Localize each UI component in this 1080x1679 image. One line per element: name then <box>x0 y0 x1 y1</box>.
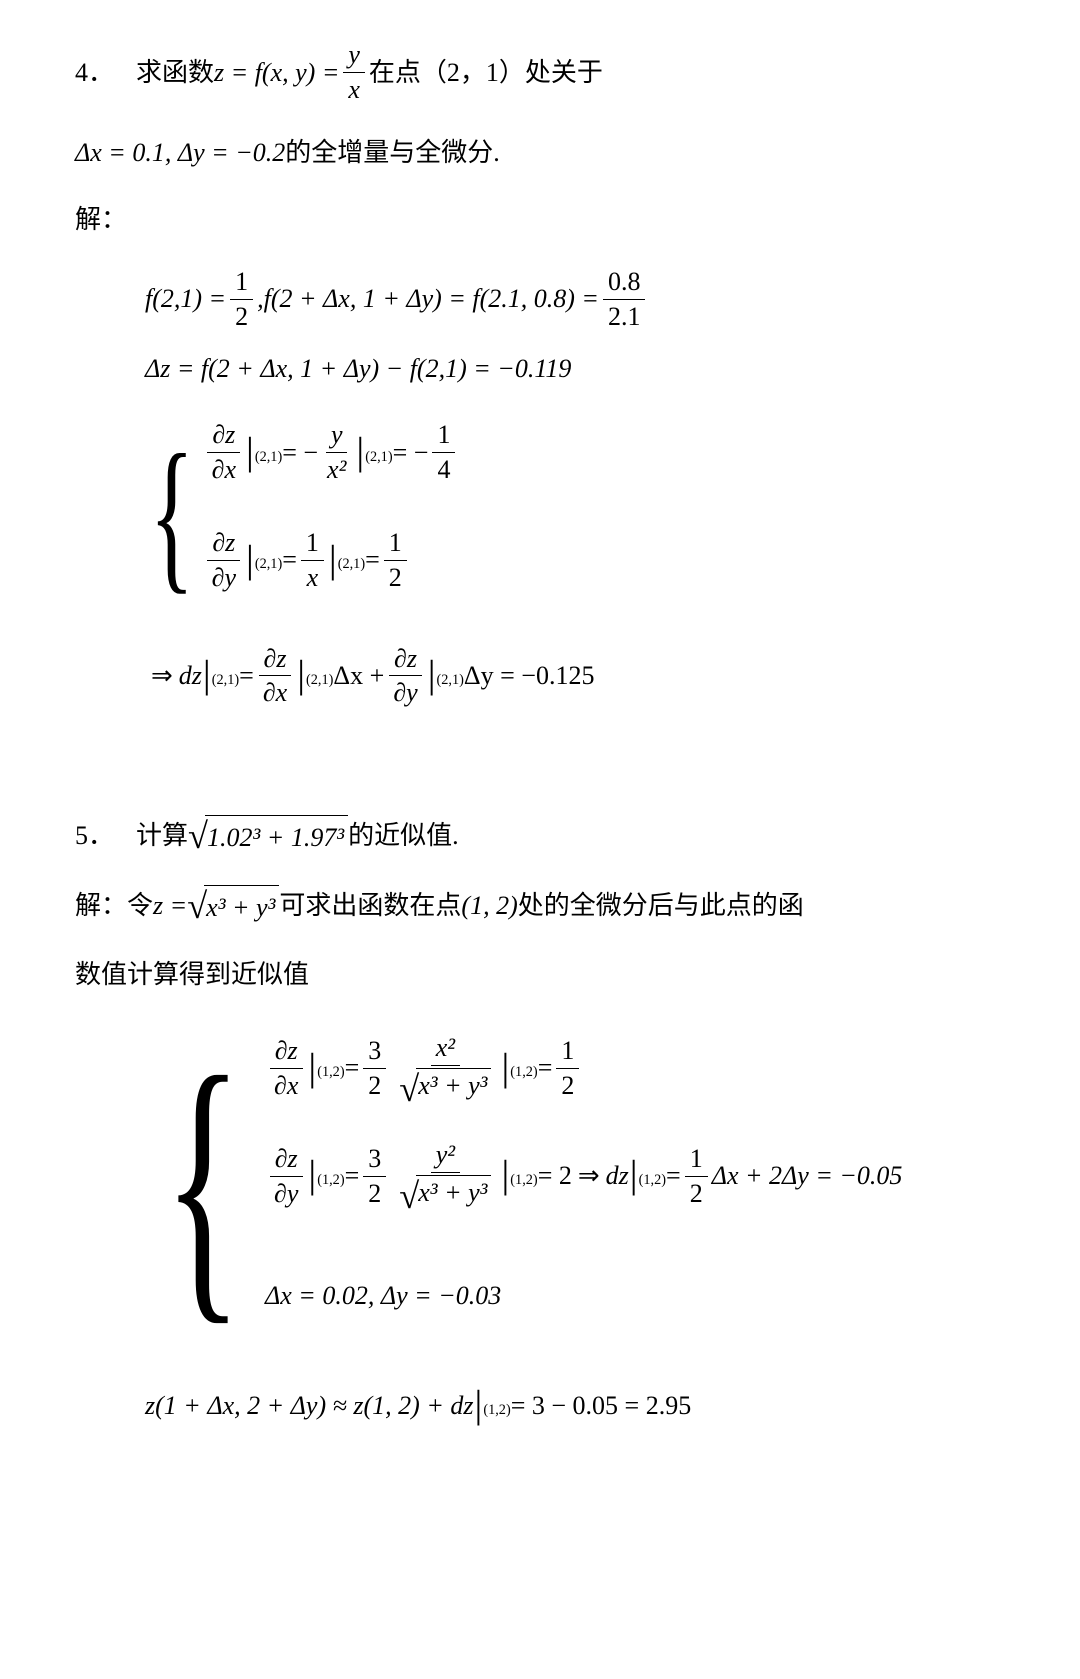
partial-dz-dy-5: ∂z ∂y | (1,2) = 3 2 y² √ x³ + y³ <box>265 1129 902 1223</box>
fraction: ∂z ∂y <box>388 644 422 709</box>
eval-bar-icon: | <box>308 1128 316 1222</box>
eval-bar-icon: | <box>246 513 254 607</box>
prompt-prefix: 计算 <box>136 816 188 855</box>
eval-bar-icon: | <box>630 1128 638 1222</box>
brace-partials: { ∂z ∂x | (2,1) = − y x² | (2,1) = − 1 <box>145 406 1080 621</box>
eval-bar-icon: | <box>203 628 211 722</box>
fraction: 3 2 <box>363 1144 386 1209</box>
sqrt-icon: √ <box>188 818 208 854</box>
prompt-suffix: 的近似值. <box>348 816 459 855</box>
fraction: 1 2 <box>384 528 407 593</box>
prompt-text: 求函数 <box>136 53 214 92</box>
problem-5-equations: { ∂z ∂x | (1,2) = 3 2 x² √ <box>145 1022 1080 1453</box>
eval-bar-icon: | <box>356 405 364 499</box>
problem-5-solution-line-2: 数值计算得到近似值 <box>75 955 1080 994</box>
delta-values-5: Δx = 0.02, Δy = −0.03 <box>265 1265 902 1327</box>
fraction-with-sqrt: x² √ x³ + y³ <box>394 1033 496 1104</box>
partial-dz-dy: ∂z ∂y | (2,1) = 1 x | (2,1) = 1 2 <box>203 514 460 608</box>
fn-lhs: z = f(x, y) = <box>214 53 339 92</box>
prompt-end: 的全增量与全微分. <box>285 133 500 172</box>
fraction: ∂z ∂x <box>258 644 292 709</box>
problem-4-line-1: 4． 求函数 z = f(x, y) = y x 在点（2，1）处关于 <box>75 40 1080 105</box>
arrow-icon: ⇒ <box>151 645 173 707</box>
eval-bar-icon: | <box>475 1358 483 1452</box>
eval-bar-icon: | <box>308 1021 316 1115</box>
problem-number: 5． <box>75 816 114 855</box>
eval-bar-icon: | <box>501 1128 509 1222</box>
eval-bar-icon: | <box>329 513 337 607</box>
left-brace-icon: { <box>163 1022 242 1342</box>
fraction-with-sqrt: y² √ x³ + y³ <box>394 1140 496 1211</box>
fraction: 1 2 <box>556 1036 579 1101</box>
eval-bar-icon: | <box>246 405 254 499</box>
fraction: ∂z ∂x <box>207 420 241 485</box>
fraction: y x² <box>322 420 351 485</box>
problem-number: 4． <box>75 53 114 92</box>
final-result: z(1 + Δx, 2 + Δy) ≈ z(1, 2) + dz | (1,2)… <box>145 1359 1080 1453</box>
problem-4-line-2: Δx = 0.1, Δy = −0.2 的全增量与全微分. <box>75 133 1080 172</box>
document-page: { "page": { "width_px": 1080, "height_px… <box>75 40 1080 1629</box>
problem-5-line-1: 5． 计算 √ 1.02³ + 1.97³ 的近似值. <box>75 815 1080 857</box>
fraction: ∂z ∂y <box>207 528 241 593</box>
problem-5-solution-line-1: 解：令 z = √ x³ + y³ 可求出函数在点 (1, 2) 处的全微分后与… <box>75 885 1080 927</box>
delta-values: Δx = 0.1, Δy = −0.2 <box>75 133 285 172</box>
fraction-y-over-x: y x <box>343 40 365 105</box>
fraction: ∂z ∂x <box>269 1036 303 1101</box>
left-brace-icon: { <box>149 406 194 621</box>
sqrt-icon: √ <box>399 1178 419 1214</box>
problem-4-solution: f(2,1) = 1 2 , f(2 + Δx, 1 + Δy) = f(2.1… <box>145 267 1080 723</box>
sqrt-icon: √ <box>187 888 207 924</box>
eq-delta-z: Δz = f(2 + Δx, 1 + Δy) − f(2,1) = −0.119 <box>145 338 1080 400</box>
brace-partials-5: { ∂z ∂x | (1,2) = 3 2 x² √ <box>145 1022 1080 1342</box>
fraction: 1 x <box>301 528 324 593</box>
eval-bar-icon: | <box>501 1021 509 1115</box>
sqrt-expression: √ 1.02³ + 1.97³ <box>188 815 348 857</box>
prompt-mid: 在点（2，1）处关于 <box>369 53 603 92</box>
eval-bar-icon: | <box>428 628 436 722</box>
sqrt-expression: √ x³ + y³ <box>187 885 279 927</box>
partial-dz-dx-5: ∂z ∂x | (1,2) = 3 2 x² √ x³ + y³ <box>265 1022 902 1116</box>
fraction: 1 2 <box>685 1144 708 1209</box>
arrow-icon: ⇒ <box>578 1145 600 1207</box>
partial-dz-dx: ∂z ∂x | (2,1) = − y x² | (2,1) = − 1 4 <box>203 406 460 500</box>
eval-bar-icon: | <box>297 628 305 722</box>
eq-dz-result: ⇒ dz | (2,1) = ∂z ∂x | (2,1) Δx + ∂z ∂y … <box>145 629 1080 723</box>
fraction: ∂z ∂y <box>269 1144 303 1209</box>
vertical-spacer <box>75 753 1080 815</box>
fraction: 3 2 <box>363 1036 386 1101</box>
fraction: 1 4 <box>432 420 455 485</box>
eq-f21: f(2,1) = 1 2 , f(2 + Δx, 1 + Δy) = f(2.1… <box>145 267 1080 332</box>
fraction: 0.8 2.1 <box>603 267 646 332</box>
solution-prefix: 解：令 <box>75 886 153 925</box>
sqrt-icon: √ <box>399 1071 419 1107</box>
solution-label: 解： <box>75 200 1080 239</box>
fraction: 1 2 <box>230 267 253 332</box>
